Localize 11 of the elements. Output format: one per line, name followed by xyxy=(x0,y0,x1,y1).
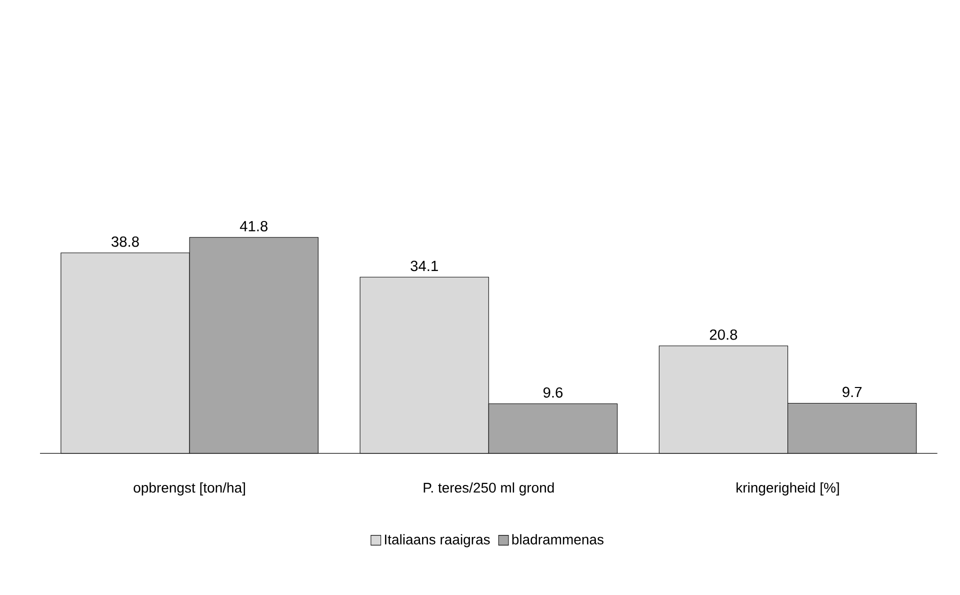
data-label: 38.8 xyxy=(112,236,139,248)
legend-label: bladrammenas xyxy=(512,534,604,545)
data-label: 34.1 xyxy=(410,260,438,272)
data-label: 20.8 xyxy=(710,330,738,340)
legend-label: Italiaans raaigras xyxy=(385,534,490,548)
x-tick-label: kringerigheid [%] xyxy=(736,482,839,496)
x-tick-label: P. teres/250 ml grond xyxy=(424,482,554,496)
data-label: 41.8 xyxy=(240,221,268,232)
x-tick-label: opbrengst [ton/ha] xyxy=(134,482,245,496)
data-label: 9.6 xyxy=(543,387,563,398)
data-label: 9.7 xyxy=(842,386,862,398)
